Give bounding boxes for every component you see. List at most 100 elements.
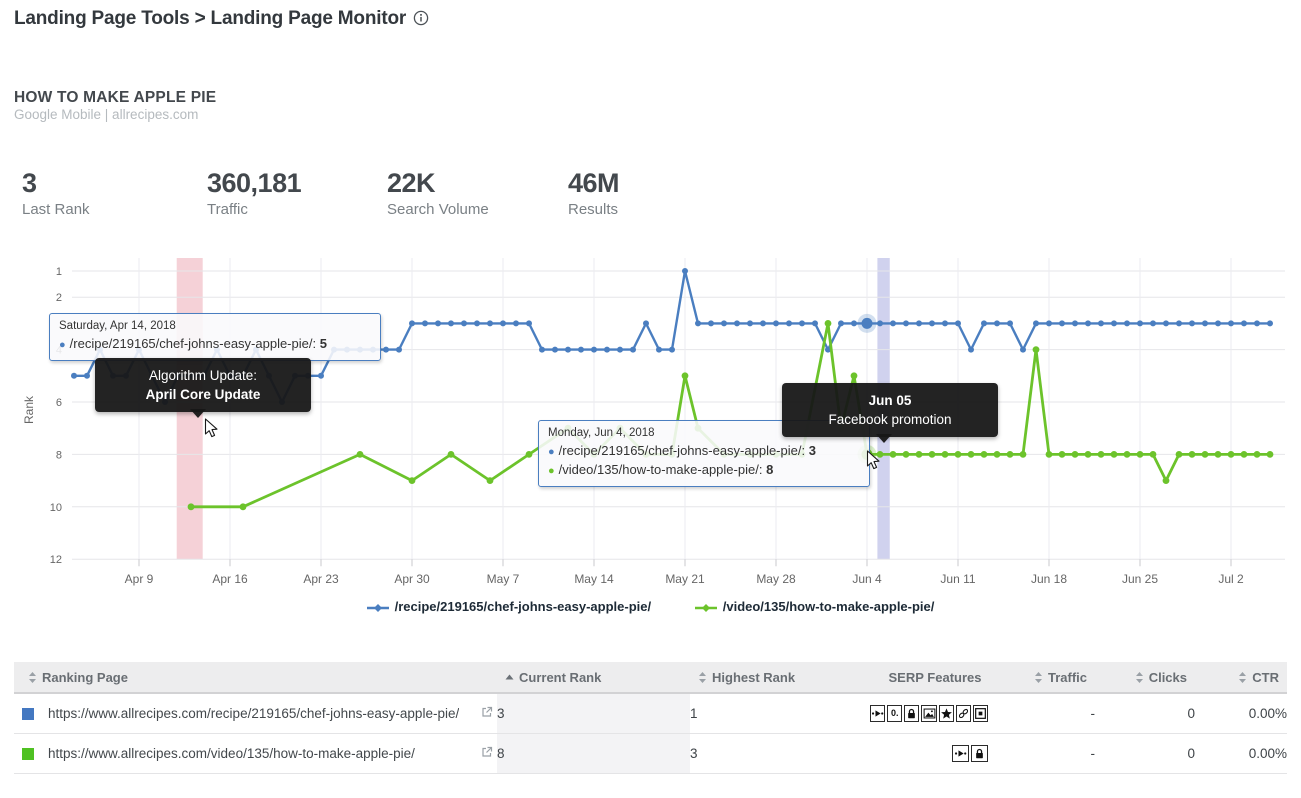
stat-label: Last Rank <box>22 201 90 218</box>
stat-results: 46M Results <box>568 168 620 218</box>
traffic-value: - <box>1000 693 1095 734</box>
column-header-ranking-page[interactable]: Ranking Page <box>14 662 497 694</box>
legend-item-recipe[interactable]: /recipe/219165/chef-johns-easy-apple-pie… <box>366 599 652 614</box>
sort-icon <box>1239 671 1247 683</box>
keyword-title: HOW TO MAKE APPLE PIE <box>14 89 217 106</box>
annotation-tooltip-april-core-update: Algorithm Update: April Core Update <box>95 358 311 412</box>
traffic-value: - <box>1000 733 1095 774</box>
breadcrumb[interactable]: Landing Page Tools > Landing Page Monito… <box>14 8 429 32</box>
column-header-clicks[interactable]: Clicks <box>1095 662 1195 694</box>
tooltip-row: ●/recipe/219165/chef-johns-easy-apple-pi… <box>59 336 327 351</box>
column-header-current-rank[interactable]: Current Rank <box>497 662 690 694</box>
chart-hover-tooltip-apr14: Saturday, Apr 14, 2018 ●/recipe/219165/c… <box>49 313 381 361</box>
stat-label: Results <box>568 201 619 218</box>
table-row: https://www.allrecipes.com/recipe/219165… <box>14 693 1287 734</box>
stat-value: 46M <box>568 168 620 198</box>
column-label: Current Rank <box>519 669 602 685</box>
x-axis-tick-label: May 14 <box>574 572 614 586</box>
lock-icon <box>904 705 920 722</box>
tooltip-date: Saturday, Apr 14, 2018 <box>59 320 176 332</box>
highest-rank-value: 3 <box>690 733 870 774</box>
ctr-value: 0.00% <box>1195 733 1287 774</box>
series-color-swatch <box>22 707 34 720</box>
legend-label[interactable]: /video/135/how-to-make-apple-pie/ <box>722 599 935 614</box>
x-axis-tick-label: May 28 <box>756 572 796 586</box>
serp-features <box>870 745 1000 762</box>
y-axis-title: Rank <box>22 395 36 424</box>
stat-traffic: 360,181 Traffic <box>207 168 302 218</box>
annotation-line1: Jun 05 <box>868 393 912 408</box>
column-header-serp-features: SERP Features <box>870 662 1000 694</box>
tooltip-date: Monday, Jun 4, 2018 <box>548 427 655 439</box>
ranking-page-url[interactable]: https://www.allrecipes.com/recipe/219165… <box>48 706 460 721</box>
stat-label: Search Volume <box>387 201 489 218</box>
clicks-value: 0 <box>1095 733 1195 774</box>
stat-value: 3 <box>22 168 37 198</box>
x-axis-tick-label: Jun 25 <box>1122 572 1158 586</box>
column-label: Ranking Page <box>42 669 128 685</box>
x-axis-tick-label: Jul 2 <box>1218 572 1244 586</box>
info-icon[interactable] <box>413 10 429 32</box>
x-axis-tick-label: Apr 9 <box>125 572 154 586</box>
series-dot-icon: ● <box>548 446 555 458</box>
legend-label[interactable]: /recipe/219165/chef-johns-easy-apple-pie… <box>394 599 652 614</box>
column-label: Traffic <box>1047 669 1087 685</box>
column-header-ctr[interactable]: CTR <box>1195 662 1287 694</box>
x-axis-tick-label: May 21 <box>665 572 705 586</box>
x-axis-tick-label: Jun 4 <box>852 572 882 586</box>
y-axis-tick-label: 2 <box>56 292 62 304</box>
video-icon <box>952 745 969 762</box>
clicks-value: 0 <box>1095 693 1195 734</box>
y-axis-tick-label: 12 <box>50 554 62 566</box>
link-icon <box>955 705 971 722</box>
series-color-swatch <box>22 747 34 760</box>
column-label: CTR <box>1252 669 1279 685</box>
y-axis-tick-label: 10 <box>50 502 62 514</box>
chart-legend: /recipe/219165/chef-johns-easy-apple-pie… <box>0 599 1301 614</box>
lock-icon <box>971 745 988 762</box>
stat-label: Traffic <box>207 201 248 218</box>
series-0-hover-point[interactable] <box>861 317 873 329</box>
y-axis-tick-label: 6 <box>56 397 62 409</box>
star-icon <box>938 705 954 722</box>
mouse-cursor <box>866 450 881 476</box>
table-row: https://www.allrecipes.com/video/135/how… <box>14 733 1287 774</box>
x-axis-tick-label: Jun 11 <box>940 572 975 586</box>
zero-icon: 0. <box>887 705 903 722</box>
x-axis-tick-label: May 7 <box>487 572 520 586</box>
tooltip-row: ●/video/135/how-to-make-apple-pie/: 8 <box>548 462 774 477</box>
annotation-tooltip-facebook-promotion: Jun 05 Facebook promotion <box>782 383 998 437</box>
column-label: Highest Rank <box>712 669 796 685</box>
y-axis-tick-label: 8 <box>56 449 62 461</box>
serp-features: 0. <box>870 705 1000 722</box>
legend-item-video[interactable]: /video/135/how-to-make-apple-pie/ <box>694 599 935 614</box>
ctr-value: 0.00% <box>1195 693 1287 734</box>
column-header-traffic[interactable]: Traffic <box>1000 662 1095 694</box>
stat-value: 22K <box>387 168 436 198</box>
current-rank-value: 8 <box>497 733 690 774</box>
x-axis-tick-label: Apr 16 <box>212 572 248 586</box>
series-dot-icon: ● <box>59 339 66 351</box>
stat-last-rank: 3 Last Rank <box>22 168 90 218</box>
annotation-line1: Algorithm Update: <box>148 368 258 383</box>
sort-icon <box>29 671 36 683</box>
current-rank-value: 3 <box>497 693 690 734</box>
column-label: SERP Features <box>888 669 982 685</box>
external-link-icon[interactable] <box>481 746 493 761</box>
ranking-page-url[interactable]: https://www.allrecipes.com/video/135/how… <box>48 746 415 761</box>
sort-icon <box>699 671 706 683</box>
mouse-cursor <box>204 418 219 444</box>
external-link-icon[interactable] <box>481 706 493 721</box>
tooltip-row: ●/recipe/219165/chef-johns-easy-apple-pi… <box>548 443 816 458</box>
column-header-highest-rank[interactable]: Highest Rank <box>690 662 870 694</box>
x-axis-tick-label: Apr 30 <box>394 572 430 586</box>
annotation-line2: Facebook promotion <box>828 412 952 427</box>
stat-value: 360,181 <box>207 168 302 198</box>
annotation-caret <box>876 434 892 443</box>
breadcrumb-text[interactable]: Landing Page Tools > Landing Page Monito… <box>14 8 407 29</box>
image-icon <box>921 705 937 722</box>
video-icon <box>870 705 886 722</box>
x-axis-tick-label: Apr 23 <box>303 572 339 586</box>
keyword-subtitle: Google Mobile | allrecipes.com <box>14 107 199 122</box>
